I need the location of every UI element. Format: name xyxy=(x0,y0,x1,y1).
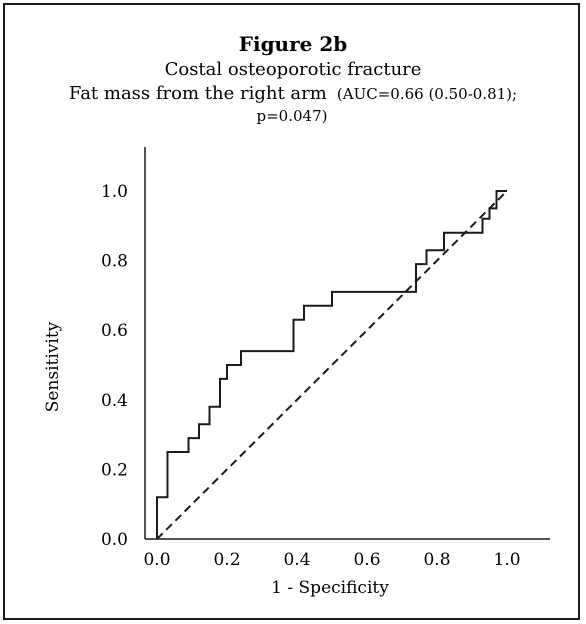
reference-diagonal-line xyxy=(156,190,508,540)
roc-curve-line xyxy=(156,190,507,539)
x-tick-label: 0.0 xyxy=(143,550,170,570)
chart-subtitle: Costal osteoporotic fracture xyxy=(165,59,422,80)
chart-title: Figure 2b xyxy=(239,32,347,56)
y-tick-label: 0.8 xyxy=(101,252,128,272)
tick-labels: 0.0 0.2 0.4 0.6 0.8 1.0 0.0 0.2 0.4 0.6 0.8 1.0 xyxy=(101,182,521,570)
y-axis-label: Sensitivity xyxy=(43,321,63,412)
y-tick-label: 0.0 xyxy=(101,530,128,550)
y-tick-label: 0.2 xyxy=(101,460,128,480)
subtitle-2-stats: (AUC=0.66 (0.50-0.81); xyxy=(337,85,517,103)
subtitle-2-main: Fat mass from the right arm xyxy=(69,83,327,104)
x-tick-label: 0.8 xyxy=(423,550,450,570)
x-tick-label: 0.4 xyxy=(283,550,310,570)
chart-subtitle-2: Fat mass from the right arm (AUC=0.66 (0… xyxy=(69,83,517,104)
chart-frame xyxy=(3,3,580,620)
y-tick-label: 1.0 xyxy=(101,182,128,202)
axes xyxy=(144,147,550,540)
y-tick-label: 0.6 xyxy=(101,321,128,341)
x-tick-label: 0.2 xyxy=(213,550,240,570)
x-tick-label: 0.6 xyxy=(353,550,380,570)
y-tick-label: 0.4 xyxy=(101,391,128,411)
series-layer xyxy=(156,190,508,540)
chart-subtitle-3: p=0.047) xyxy=(257,107,328,125)
x-tick-label: 1.0 xyxy=(493,550,520,570)
x-axis-label: 1 - Specificity xyxy=(271,578,389,598)
